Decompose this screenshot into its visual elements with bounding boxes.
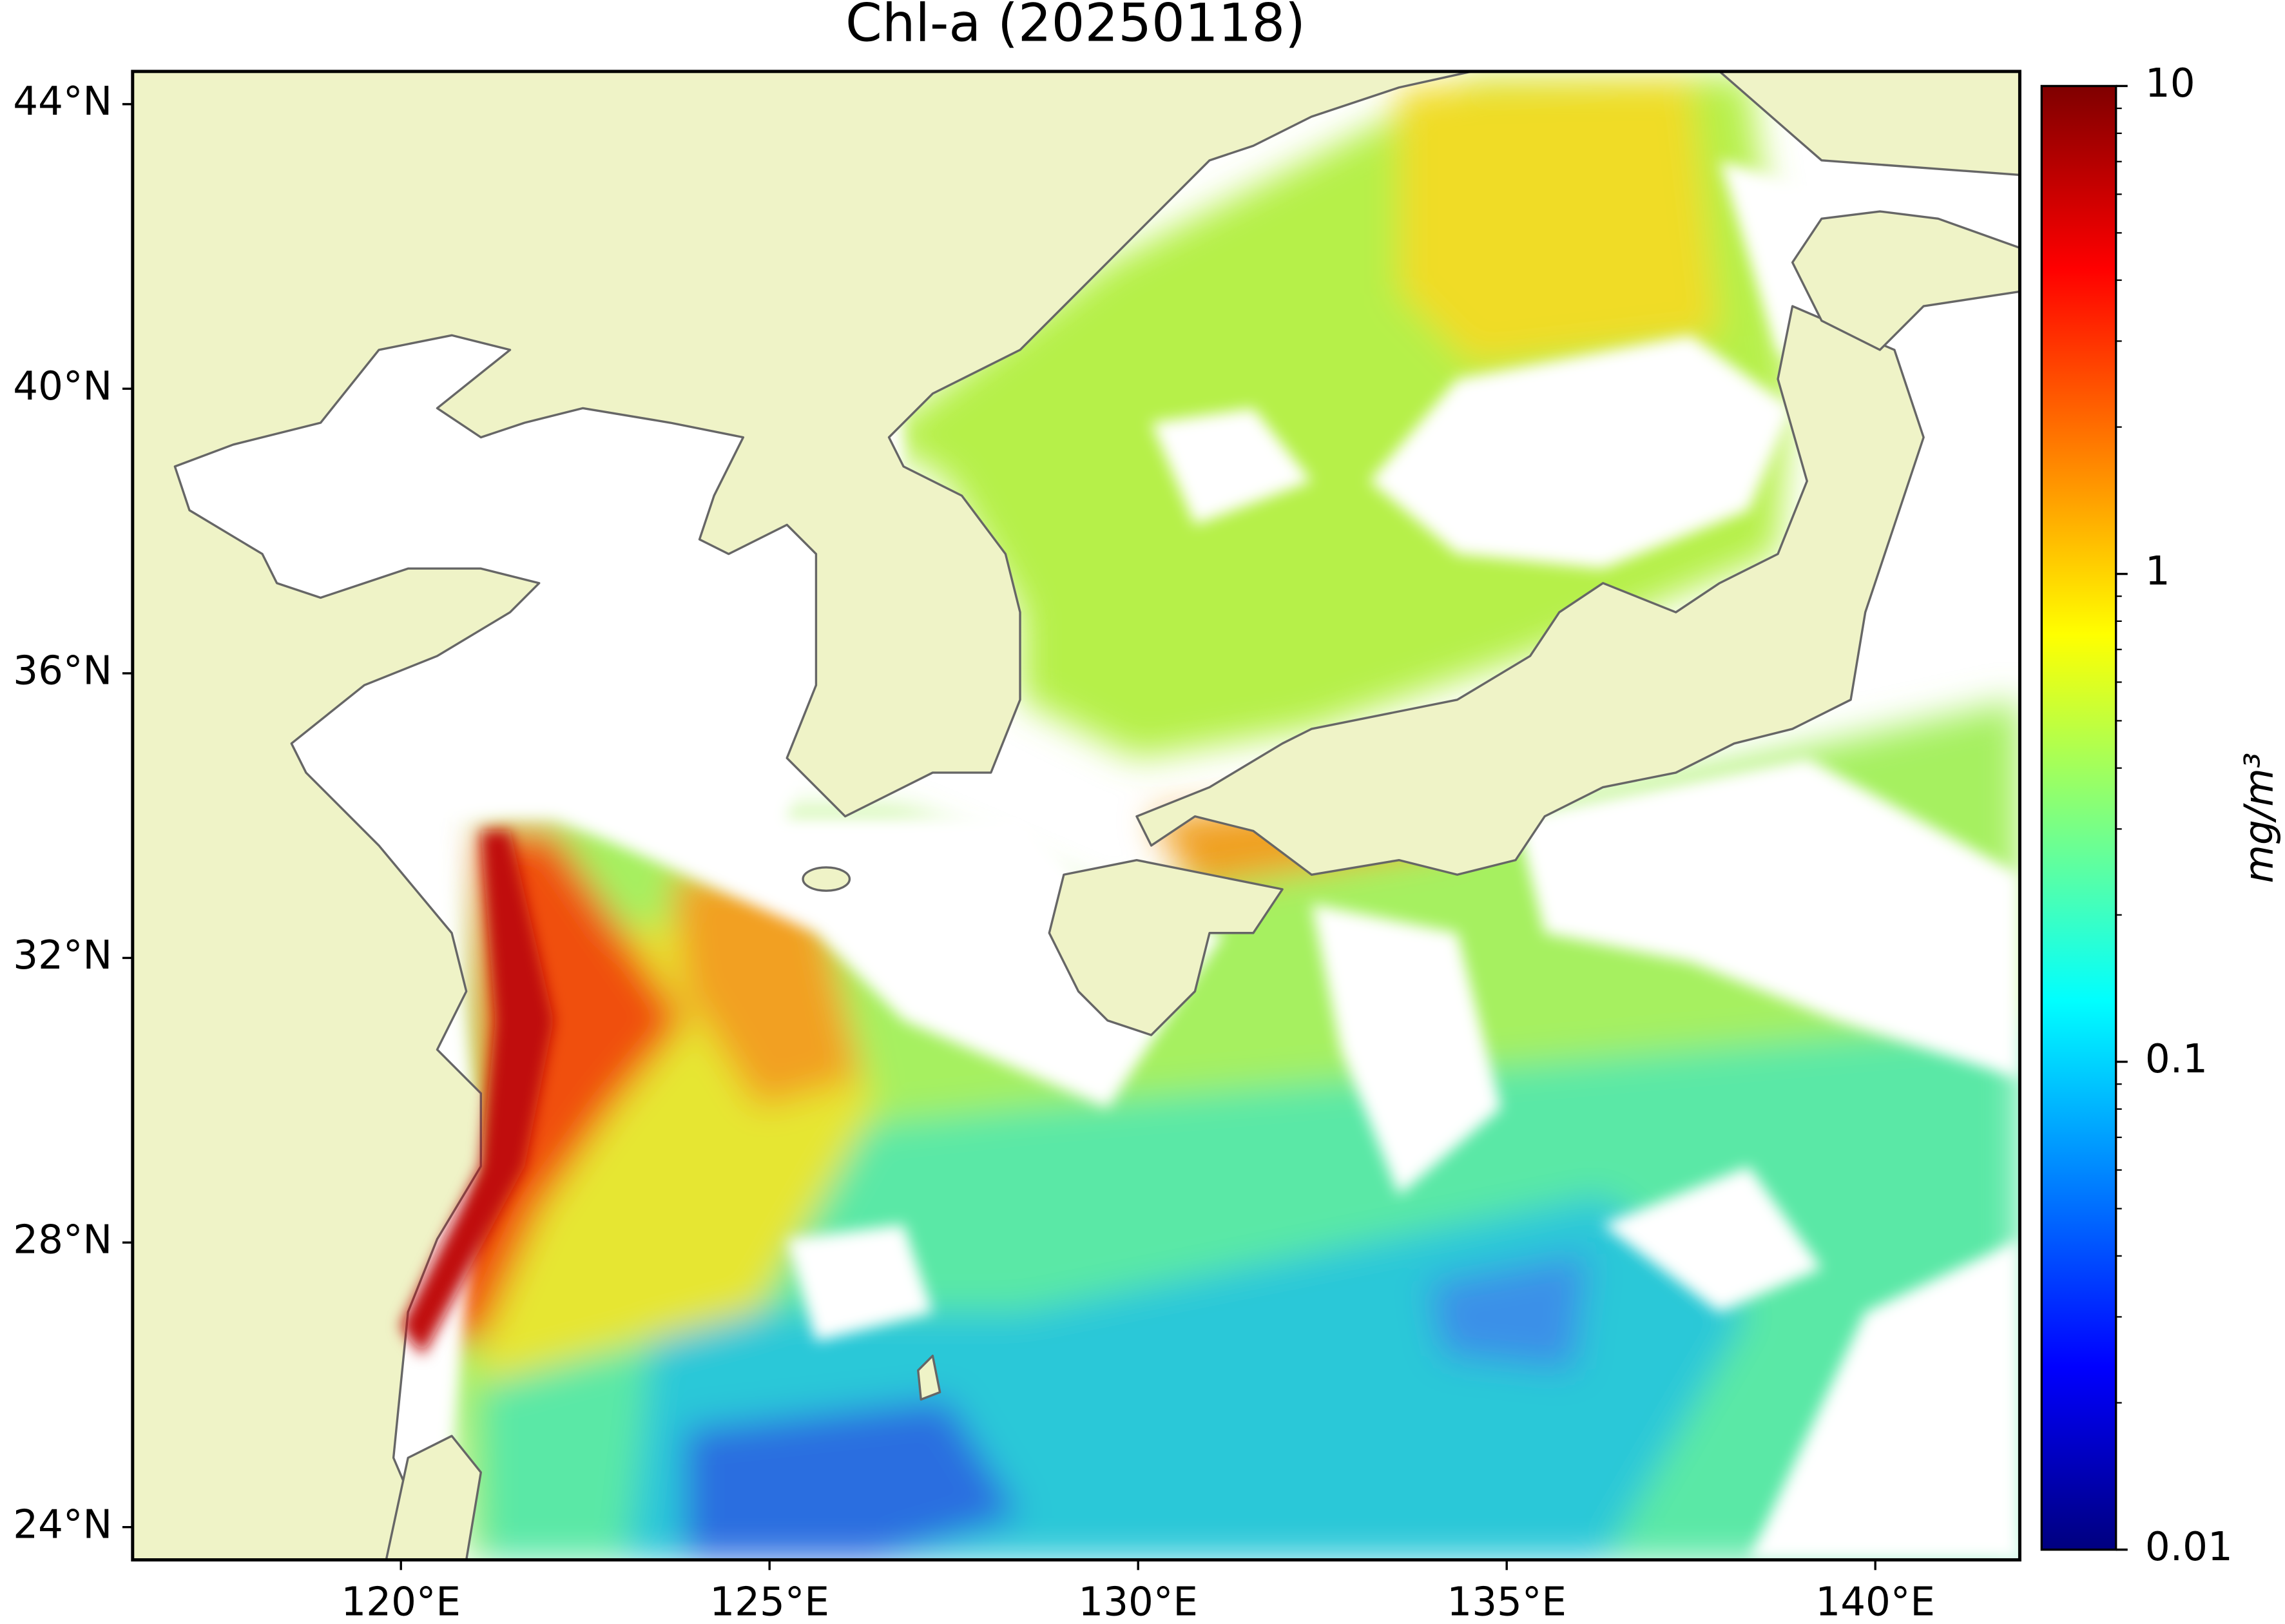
mainland bbox=[132, 71, 1473, 1560]
map-frame bbox=[131, 70, 2021, 1561]
taiwan bbox=[385, 1435, 482, 1560]
hokkaido bbox=[1791, 210, 2020, 351]
colorbar-tick-label: 10 bbox=[2145, 61, 2195, 106]
y-tick-label: 32°N bbox=[13, 933, 112, 978]
x-tick-label: 120°E bbox=[341, 1579, 461, 1624]
colorbar-label: mg/m³ bbox=[2236, 753, 2282, 884]
x-tick-label: 140°E bbox=[1815, 1579, 1935, 1624]
title: Chl-a (20250118) bbox=[845, 0, 1306, 53]
y-tick-label: 40°N bbox=[13, 363, 112, 409]
colorbar-tick-label: 0.01 bbox=[2145, 1524, 2233, 1570]
jeju bbox=[802, 866, 851, 892]
okinawa bbox=[917, 1355, 941, 1401]
honshu bbox=[1135, 305, 1925, 876]
y-tick-label: 28°N bbox=[13, 1217, 112, 1263]
x-tick-label: 135°E bbox=[1447, 1579, 1567, 1624]
x-tick-label: 130°E bbox=[1078, 1579, 1198, 1624]
colorbar bbox=[2040, 84, 2117, 1551]
land bbox=[132, 71, 2020, 1560]
colorbar-tick-label: 1 bbox=[2145, 548, 2170, 594]
kyushu-shikoku bbox=[1048, 858, 1284, 1036]
coastal-bloom bbox=[400, 831, 554, 1356]
x-tick-label: 125°E bbox=[709, 1579, 829, 1624]
map-area bbox=[132, 71, 2020, 1560]
sakhalin bbox=[1718, 71, 2020, 177]
colorbar-tick-label: 0.1 bbox=[2145, 1036, 2208, 1082]
y-tick-label: 44°N bbox=[13, 79, 112, 124]
y-tick-label: 36°N bbox=[13, 648, 112, 693]
y-tick-label: 24°N bbox=[13, 1502, 112, 1547]
